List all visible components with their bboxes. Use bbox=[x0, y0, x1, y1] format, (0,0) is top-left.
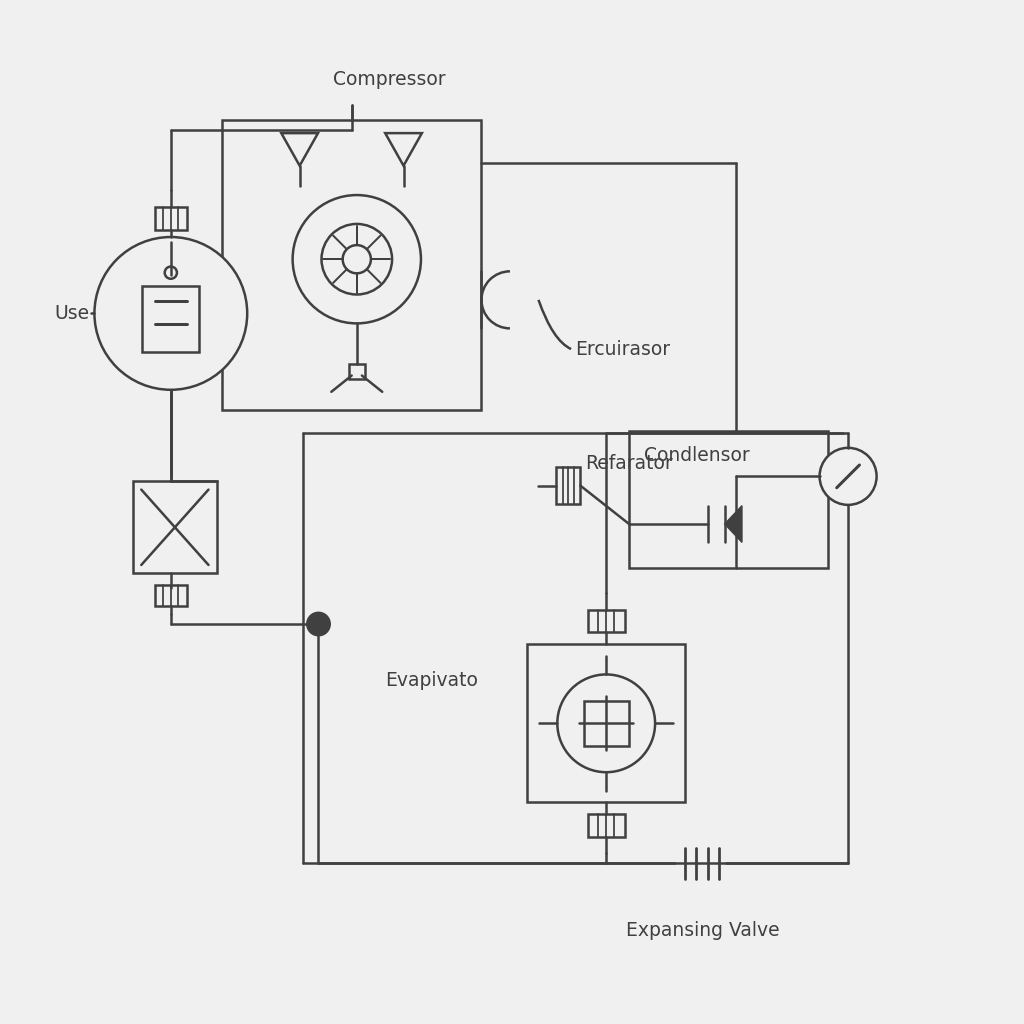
Text: Compressor: Compressor bbox=[334, 71, 446, 89]
Text: Refarator: Refarator bbox=[586, 454, 673, 473]
Circle shape bbox=[343, 245, 371, 273]
Bar bbox=[155, 586, 187, 606]
Text: Use: Use bbox=[54, 304, 89, 323]
Bar bbox=[155, 208, 187, 230]
Bar bbox=[629, 430, 827, 568]
Polygon shape bbox=[725, 506, 742, 543]
Circle shape bbox=[94, 237, 247, 390]
Text: Evapivato: Evapivato bbox=[385, 671, 477, 689]
Bar bbox=[584, 700, 629, 745]
Circle shape bbox=[819, 447, 877, 505]
Circle shape bbox=[322, 224, 392, 295]
Circle shape bbox=[165, 266, 177, 279]
Bar bbox=[348, 365, 365, 380]
Bar bbox=[133, 481, 217, 573]
Bar bbox=[527, 644, 685, 802]
Bar bbox=[556, 467, 581, 504]
Circle shape bbox=[557, 675, 655, 772]
Text: Condlensor: Condlensor bbox=[644, 445, 751, 465]
Circle shape bbox=[307, 612, 330, 635]
Text: Ercuirasor: Ercuirasor bbox=[575, 340, 671, 358]
Text: Expansing Valve: Expansing Valve bbox=[626, 922, 779, 940]
Bar bbox=[222, 120, 481, 411]
Bar bbox=[588, 814, 625, 837]
Bar bbox=[588, 609, 625, 632]
Circle shape bbox=[293, 195, 421, 324]
Bar bbox=[142, 286, 200, 352]
